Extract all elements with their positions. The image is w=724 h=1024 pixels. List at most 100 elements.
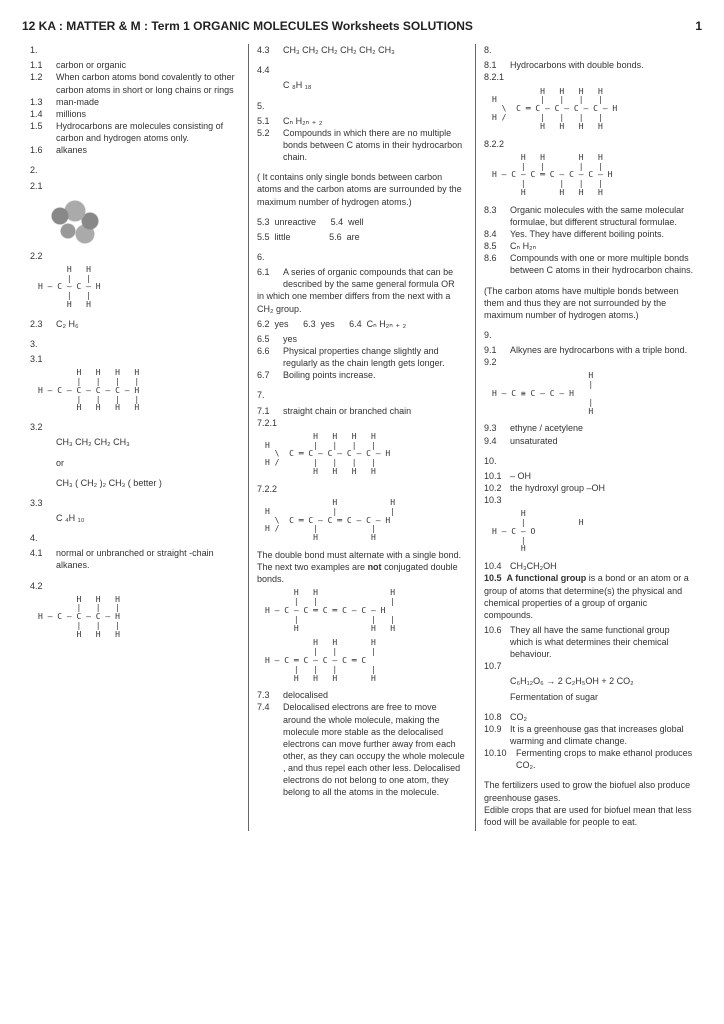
q10-5: 10.5 A functional group is a bond or an … xyxy=(484,572,694,621)
q3-3n: 3.3 xyxy=(30,497,240,509)
q7-3n: 7.3 xyxy=(257,689,283,701)
q5-6: are xyxy=(347,232,360,242)
q8-5: Cₙ H₂ₙ xyxy=(510,240,694,252)
q10-4: CH₃CH₂OH xyxy=(510,560,694,572)
q1-4: millions xyxy=(56,108,240,120)
q10-2n: 10.2 xyxy=(484,482,510,494)
q9: 9. xyxy=(484,329,694,341)
q4-2n: 4.2 xyxy=(30,580,240,592)
header-title: 12 KA : MATTER & M : Term 1 ORGANIC MOLE… xyxy=(22,18,473,34)
q5-5n: 5.5 xyxy=(257,232,270,242)
q6-2: yes xyxy=(275,319,289,329)
q2: 2. xyxy=(30,164,240,176)
q6-4n: 6.4 xyxy=(349,319,362,329)
page-header: 12 KA : MATTER & M : Term 1 ORGANIC MOLE… xyxy=(22,18,702,34)
q3-2b: CH₃ ( CH₂ )₂ CH₃ ( better ) xyxy=(30,477,240,489)
q4: 4. xyxy=(30,532,240,544)
q7-1: straight chain or branched chain xyxy=(283,405,467,417)
q1-6: alkanes xyxy=(56,144,240,156)
q9-1n: 9.1 xyxy=(484,344,510,356)
columns-container: 1. 1.1carbon or organic 1.2When carbon a… xyxy=(22,44,702,831)
struct-7-2-2: H H H | | \ C ═ C — C ═ C — C — H H / | … xyxy=(265,499,467,543)
q3-1n: 3.1 xyxy=(30,353,240,365)
q7-2-1n: 7.2.1 xyxy=(257,417,467,429)
q10-8: CO₂ xyxy=(510,711,694,723)
molecule-image xyxy=(40,196,110,246)
q1-3: man-made xyxy=(56,96,240,108)
q9-4: unsaturated xyxy=(510,435,694,447)
q10-7b: Fermentation of sugar xyxy=(484,691,694,703)
q5: 5. xyxy=(257,100,467,112)
q5-4: well xyxy=(348,217,364,227)
q7-1n: 7.1 xyxy=(257,405,283,417)
row5-5: 5.5 little 5.6 are xyxy=(257,231,467,243)
q6-1: A series of organic compounds that can b… xyxy=(283,266,467,290)
q6-1n: 6.1 xyxy=(257,266,283,290)
q10-9n: 10.9 xyxy=(484,723,510,747)
q10-6n: 10.6 xyxy=(484,624,510,660)
header-page: 1 xyxy=(695,18,702,34)
q1-5: Hydrocarbons are molecules consisting of… xyxy=(56,120,240,144)
q6-4: Cₙ H₂ₙ ₊ ₂ xyxy=(367,319,406,329)
q10-10: Fermenting crops to make ethanol produce… xyxy=(516,747,694,771)
q6-5: yes xyxy=(283,333,467,345)
q5-5: little xyxy=(275,232,291,242)
struct-8-2-2: H H H H | | | | H — C — C ═ C — C — C — … xyxy=(492,154,694,198)
q5-3: unreactive xyxy=(275,217,317,227)
q5-6n: 5.6 xyxy=(329,232,342,242)
q3-2or: or xyxy=(30,457,240,469)
q6: 6. xyxy=(257,251,467,263)
q9-2n: 9.2 xyxy=(484,356,694,368)
column-1: 1. 1.1carbon or organic 1.2When carbon a… xyxy=(22,44,248,831)
q2-2n: 2.2 xyxy=(30,250,240,262)
q3-2a: CH₃ CH₂ CH₂ CH₃ xyxy=(30,436,240,448)
q8-6n: 8.6 xyxy=(484,252,510,276)
q4-1n: 4.1 xyxy=(30,547,56,571)
struct-10-3: H | H H — C — O | H xyxy=(492,510,694,554)
q5-2n: 5.2 xyxy=(257,127,283,163)
q7: 7. xyxy=(257,389,467,401)
q10-1: – OH xyxy=(510,470,694,482)
q2-3: C₂ H₆ xyxy=(56,318,240,330)
q2-1n: 2.1 xyxy=(30,180,240,192)
q8: 8. xyxy=(484,44,694,56)
q1: 1. xyxy=(30,44,240,56)
q7-4: Delocalised electrons are free to move a… xyxy=(283,701,467,798)
struct-7b: H H H | | | H — C ═ C — C — C ═ C | | | … xyxy=(265,639,467,683)
q6-5n: 6.5 xyxy=(257,333,283,345)
q10-2: the hydroxyl group –OH xyxy=(510,482,694,494)
q4-4n: 4.4 xyxy=(257,64,467,76)
q6-3: yes xyxy=(321,319,335,329)
q10-4n: 10.4 xyxy=(484,560,510,572)
q7-2-2n: 7.2.2 xyxy=(257,483,467,495)
q10-7n: 10.7 xyxy=(484,660,694,672)
q2-3n: 2.3 xyxy=(30,318,56,330)
q7-3: delocalised xyxy=(283,689,467,701)
q8-2-1n: 8.2.1 xyxy=(484,71,694,83)
q6-7: Boiling points increase. xyxy=(283,369,467,381)
q6-6n: 6.6 xyxy=(257,345,283,369)
q8-1n: 8.1 xyxy=(484,59,510,71)
q10-6: They all have the same functional group … xyxy=(510,624,694,660)
q3-2n: 3.2 xyxy=(30,421,240,433)
q10-7eq: C₆H₁₂O₆ → 2 C₂H₅OH + 2 CO₂ xyxy=(484,675,694,687)
q1-5n: 1.5 xyxy=(30,120,56,144)
q8-2-2n: 8.2.2 xyxy=(484,138,694,150)
q4-3n: 4.3 xyxy=(257,44,283,56)
row6-2: 6.2 yes 6.3 yes 6.4 Cₙ H₂ₙ ₊ ₂ xyxy=(257,318,467,330)
column-3: 8. 8.1Hydrocarbons with double bonds. 8.… xyxy=(475,44,702,831)
q8-3: Organic molecules with the same molecula… xyxy=(510,204,694,228)
q10-9: It is a greenhouse gas that increases gl… xyxy=(510,723,694,747)
struct-7-2-1: H H H H H | | | | \ C ═ C — C — C — C — … xyxy=(265,433,467,477)
q3-3: C ₄H ₁₀ xyxy=(30,512,240,524)
q1-2n: 1.2 xyxy=(30,71,56,95)
struct-9-2: H | H – C ≡ C — C — H | H xyxy=(492,372,694,416)
q8-5n: 8.5 xyxy=(484,240,510,252)
struct-8-2-1: H H H H H | | | | \ C ═ C — C — C — C — … xyxy=(492,88,694,132)
q5-2: Compounds in which there are no multiple… xyxy=(283,127,467,163)
q8-6: Compounds with one or more multiple bond… xyxy=(510,252,694,276)
q5-4n: 5.4 xyxy=(331,217,344,227)
q6-6: Physical properties change slightly and … xyxy=(283,345,467,369)
q1-3n: 1.3 xyxy=(30,96,56,108)
q9-3: ethyne / acetylene xyxy=(510,422,694,434)
